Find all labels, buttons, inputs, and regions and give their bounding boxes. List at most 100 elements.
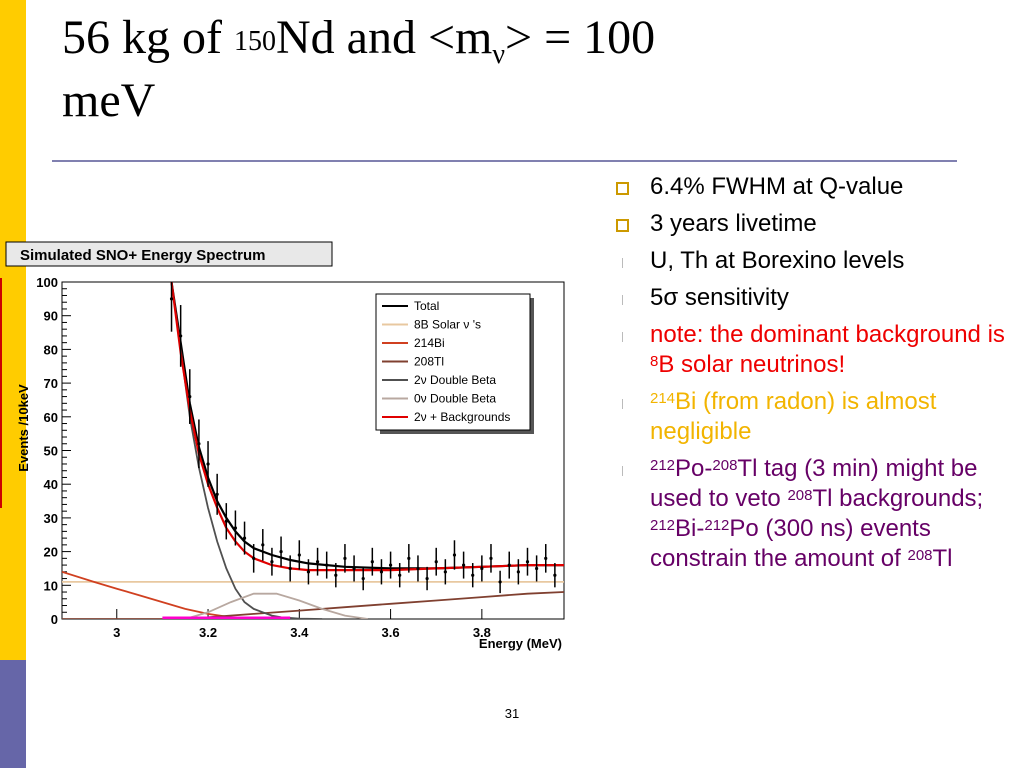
data-point [179, 334, 183, 338]
bullet-item: note: the dominant background is 8B sola… [612, 320, 1012, 380]
bullet-dash-icon [622, 258, 623, 268]
data-point [471, 573, 475, 577]
data-point [462, 563, 466, 567]
y-tick-label: 20 [44, 545, 58, 560]
y-tick-label: 90 [44, 309, 58, 324]
data-point [553, 573, 557, 577]
title-text-2: Nd and <m [275, 11, 493, 64]
y-tick-label: 30 [44, 511, 58, 526]
data-point [370, 560, 374, 564]
chart-legend: Total 8B Solar ν 's 214Bi 208Tl 2ν Double Be… [375, 293, 534, 434]
bullet-item: 6.4% FWHM at Q-value [612, 172, 1012, 202]
y-tick-label: 80 [44, 342, 58, 357]
spectrum-chart: Simulated SNO+ Energy Spectrum 0 10 20 30 40… [0, 238, 590, 658]
data-point [525, 560, 530, 564]
bullet-dash-icon [622, 466, 623, 476]
data-point [233, 526, 238, 530]
chart-left-accent [0, 278, 2, 508]
slide-number: 31 [504, 706, 520, 721]
data-point [434, 560, 438, 564]
x-tick-label: 3.6 [382, 625, 400, 640]
data-point [480, 566, 484, 571]
x-tick-label: 3.8 [473, 625, 491, 640]
y-tick-label: 70 [44, 376, 58, 391]
data-point [215, 492, 219, 496]
bullet-text: Po (300 ns) events constrain the amount … [650, 515, 931, 572]
bullet-text: 5σ sensitivity [650, 284, 789, 311]
data-point [197, 442, 201, 446]
bullet-text: B solar neutrinos! [658, 351, 846, 378]
data-point [288, 566, 292, 571]
bullet-item: 212Po-208Tl tag (3 min) might be used to… [612, 454, 1012, 574]
y-tick-label: 0 [51, 612, 58, 627]
bullet-text: Po- [675, 455, 713, 482]
data-point [279, 550, 283, 554]
data-point [425, 576, 429, 581]
bullet-text: note: the dominant background is [650, 321, 1005, 348]
legend-entry: 208Tl [414, 355, 444, 369]
bullet-item: 5σ sensitivity [612, 283, 1012, 313]
bullet-text: Tl backgrounds; [812, 485, 984, 512]
y-tick-label: 10 [44, 578, 58, 593]
data-point [379, 570, 384, 574]
data-point [188, 394, 192, 399]
y-tick-label: 100 [36, 275, 58, 290]
decorative-gold-bar [0, 0, 26, 660]
data-point [224, 519, 228, 523]
y-tick-label: 40 [44, 477, 58, 492]
bullet-superscript: 212 [650, 457, 676, 474]
bullet-superscript: 8 [650, 353, 659, 370]
bullet-superscript: 208 [787, 487, 813, 504]
title-subscript: ν [492, 39, 506, 70]
bullet-text: Tl tag (3 min) might be used to veto [650, 455, 978, 512]
bullet-square-icon [616, 182, 629, 195]
legend-entry: 214Bi [414, 336, 445, 350]
x-axis-label: Energy (MeV) [479, 636, 562, 651]
data-point [398, 573, 402, 577]
decorative-purple-bar [0, 660, 26, 768]
data-point [361, 576, 365, 581]
legend-entry: Total [414, 299, 439, 313]
data-point [261, 543, 265, 547]
bullet-superscript: 212 [650, 517, 676, 534]
data-point [315, 560, 320, 564]
chart-title: Simulated SNO+ Energy Spectrum [20, 247, 266, 264]
legend-entry: 0ν Double Beta [414, 392, 496, 406]
bullet-superscript: 212 [704, 517, 730, 534]
data-point [535, 566, 539, 571]
data-point [325, 563, 329, 567]
data-point [443, 570, 447, 574]
bullet-text: U, Th at Borexino levels [650, 247, 905, 274]
data-point [270, 560, 274, 564]
data-point [407, 556, 411, 560]
y-tick-label: 60 [44, 410, 58, 425]
title-divider [52, 160, 957, 162]
bullet-dash-icon [622, 295, 623, 305]
data-point [252, 556, 256, 560]
data-point [498, 580, 502, 584]
bullet-dash-icon [622, 332, 623, 342]
bullet-superscript: 208 [712, 457, 738, 474]
data-point [206, 462, 210, 466]
bullet-text: Tl [932, 545, 953, 572]
data-point [352, 566, 356, 571]
series-line-5 [184, 592, 368, 619]
x-tick-label: 3.2 [199, 625, 217, 640]
bullet-item: 214Bi (from radon) is almost negligible [612, 387, 1012, 447]
bullet-dash-icon [622, 399, 623, 409]
data-point [343, 556, 347, 560]
bullet-item: U, Th at Borexino levels [612, 246, 1012, 276]
slide-title: 56 kg of 150Nd and <mν> = 100 meV [62, 10, 962, 129]
data-point [242, 536, 247, 540]
bullet-text: Bi (from radon) is almost negligible [650, 388, 937, 445]
title-text-1: 56 kg of [62, 11, 234, 64]
chart-title-box [5, 241, 333, 267]
title-superscript: 150 [233, 26, 276, 57]
legend-entry: 8B Solar ν 's [414, 318, 481, 332]
plot-series [62, 282, 564, 619]
data-point [297, 553, 301, 557]
x-tick-label: 3 [113, 625, 120, 640]
y-axis-label: Events /10keV [16, 384, 31, 472]
bullet-text: Bi- [675, 515, 705, 542]
bullet-text: 6.4% FWHM at Q-value [650, 173, 904, 200]
